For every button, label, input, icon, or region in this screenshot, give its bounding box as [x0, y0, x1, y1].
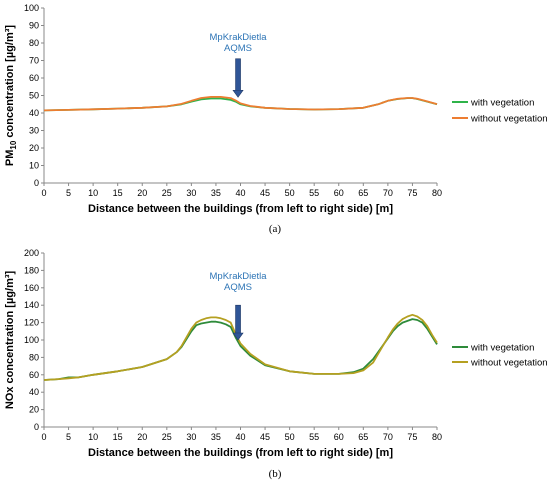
y-tick-label: 30 [29, 126, 39, 136]
x-tick-label: 20 [137, 432, 147, 442]
x-tick-label: 35 [211, 432, 221, 442]
y-tick-label: 100 [24, 335, 39, 345]
y-tick-label: 0 [34, 422, 39, 432]
y-axis-title-sub: 10 [9, 140, 18, 149]
y-tick-label: 10 [29, 161, 39, 171]
x-tick-label: 50 [285, 432, 295, 442]
y-tick-label: 120 [24, 318, 39, 328]
annotation-arrow-head [232, 332, 244, 341]
annotation-label: MpKrakDietla [210, 271, 268, 282]
y-axis-title: NOx concentration [µg/m³] [4, 270, 16, 409]
x-tick-label: 70 [383, 432, 393, 442]
series-line-without-vegetation [43, 313, 438, 381]
x-tick-label: 65 [358, 188, 368, 198]
figure-caption: (a) [269, 223, 282, 235]
x-tick-label: 0 [41, 188, 46, 198]
y-tick-label: 40 [29, 387, 39, 397]
x-tick-label: 40 [235, 432, 245, 442]
annotation-label: AQMS [224, 282, 252, 293]
y-tick-label: 200 [24, 248, 39, 258]
y-tick-label: 90 [29, 21, 39, 31]
annotation-arrow-shaft [235, 304, 241, 335]
x-tick-label: 65 [358, 432, 368, 442]
x-tick-label: 60 [334, 432, 344, 442]
y-tick-label: 60 [29, 73, 39, 83]
y-tick-label: 100 [24, 3, 39, 13]
y-tick-label: 140 [24, 300, 39, 310]
y-tick-label: 80 [29, 38, 39, 48]
x-axis-title: Distance between the buildings (from lef… [88, 447, 393, 459]
y-axis-title-rest: concentration [µg/m³] [4, 25, 16, 141]
y-axis-title-main: PM [4, 150, 16, 167]
x-tick-label: 40 [235, 188, 245, 198]
x-tick-label: 70 [383, 188, 393, 198]
x-tick-label: 45 [260, 188, 270, 198]
x-tick-label: 0 [41, 432, 46, 442]
y-tick-label: 20 [29, 143, 39, 153]
x-tick-label: 10 [88, 432, 98, 442]
legend-label: with vegetation [470, 343, 534, 354]
x-tick-label: 60 [334, 188, 344, 198]
x-tick-label: 25 [162, 432, 172, 442]
x-tick-label: 80 [432, 432, 442, 442]
legend-label: without vegetation [470, 358, 548, 369]
y-tick-label: 70 [29, 56, 39, 66]
x-axis-title: Distance between the buildings (from lef… [88, 203, 393, 215]
x-tick-label: 25 [162, 188, 172, 198]
chart-a: 0 10 20 30 40 50 60 70 80 90 100 0 5 10 15 20 25 30 35 40 45… [4, 3, 548, 235]
annotation-label: AQMS [224, 43, 252, 54]
figure-caption: (b) [269, 468, 282, 480]
y-tick-label: 0 [34, 178, 39, 188]
x-tick-label: 50 [285, 188, 295, 198]
x-tick-label: 30 [186, 432, 196, 442]
x-tick-label: 10 [88, 188, 98, 198]
x-tick-label: 80 [432, 188, 442, 198]
legend-label: without vegetation [470, 114, 548, 125]
x-tick-label: 5 [66, 188, 71, 198]
y-tick-label: 50 [29, 91, 39, 101]
series-line-without-vegetation [43, 96, 438, 112]
x-tick-label: 15 [113, 188, 123, 198]
y-tick-label: 60 [29, 370, 39, 380]
x-tick-label: 55 [309, 188, 319, 198]
x-tick-label: 20 [137, 188, 147, 198]
legend-label: with vegetation [470, 98, 534, 109]
x-tick-label: 55 [309, 432, 319, 442]
y-tick-label: 80 [29, 352, 39, 362]
x-tick-label: 75 [407, 188, 417, 198]
x-tick-label: 30 [186, 188, 196, 198]
x-tick-label: 15 [113, 432, 123, 442]
y-axis-title: PM10 concentration [µg/m³] [4, 25, 18, 166]
y-tick-label: 20 [29, 405, 39, 415]
x-tick-label: 75 [407, 432, 417, 442]
y-tick-label: 40 [29, 108, 39, 118]
annotation-label: MpKrakDietla [210, 32, 268, 43]
y-tick-label: 160 [24, 283, 39, 293]
annotation-arrow-shaft [235, 58, 241, 92]
x-tick-label: 35 [211, 188, 221, 198]
chart-b: 0 20 40 60 80 100 120 140 160 180 200 0 5 10 15 20 25 30 3… [4, 248, 548, 480]
y-tick-label: 180 [24, 265, 39, 275]
annotation-arrow-head [232, 89, 244, 98]
x-tick-label: 45 [260, 432, 270, 442]
x-tick-label: 5 [66, 432, 71, 442]
